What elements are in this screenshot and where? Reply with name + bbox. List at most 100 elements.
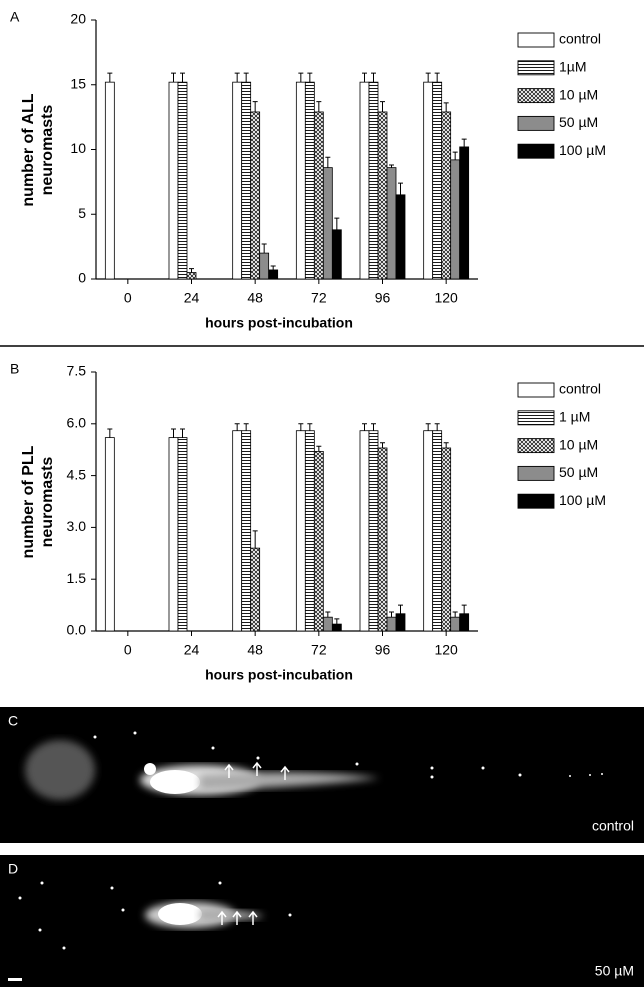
bar — [450, 159, 461, 280]
x-tick-label: 72 — [311, 290, 327, 306]
bar — [423, 430, 434, 632]
bar — [241, 81, 252, 280]
error-bar — [371, 423, 376, 431]
x-tick-label: 48 — [247, 290, 263, 306]
panel-label: B — [10, 361, 19, 377]
panel-label: A — [10, 9, 20, 25]
bar — [459, 613, 470, 632]
error-bar — [107, 428, 113, 438]
bar — [441, 447, 452, 632]
x-tick-label: 48 — [247, 642, 263, 658]
legend-swatch — [517, 438, 555, 454]
bar — [295, 81, 306, 280]
legend-swatch — [517, 143, 555, 159]
y-tick-label: 0.0 — [67, 622, 87, 638]
bar — [177, 81, 188, 280]
bar — [395, 194, 406, 280]
legend-label: 100 µM — [559, 492, 606, 508]
bar — [322, 167, 333, 280]
bar — [322, 616, 333, 632]
bar — [259, 252, 270, 280]
x-tick-label: 24 — [184, 290, 200, 306]
error-bar — [434, 423, 440, 431]
error-bar — [234, 423, 240, 431]
bar — [377, 447, 388, 632]
error-bar — [252, 101, 258, 112]
bar — [304, 81, 315, 280]
legend-label: 10 µM — [559, 86, 598, 102]
bar — [386, 167, 397, 280]
error-bar — [389, 164, 394, 168]
x-tick-label: 120 — [434, 290, 458, 306]
x-tick-label: 0 — [124, 290, 132, 306]
error-bar — [380, 442, 385, 448]
error-bar — [380, 101, 385, 112]
error-bar — [243, 72, 249, 83]
error-bar — [234, 72, 240, 83]
bar — [331, 229, 342, 280]
bar — [459, 146, 470, 280]
error-bar — [452, 151, 458, 160]
legend-label: 100 µM — [559, 142, 606, 158]
legend-label: 50 µM — [559, 464, 598, 480]
error-bar — [261, 243, 267, 254]
y-tick-label: 5 — [78, 205, 86, 221]
bar — [423, 81, 434, 280]
error-bar — [307, 72, 313, 83]
error-bar — [461, 604, 467, 614]
error-bar — [325, 156, 331, 168]
legend-swatch — [517, 115, 555, 131]
legend-swatch — [517, 382, 555, 398]
bar — [186, 272, 197, 280]
legend-label: control — [559, 31, 601, 47]
y-axis-label: number of ALL neuromasts — [20, 92, 56, 207]
error-bar — [398, 604, 403, 614]
bar — [250, 547, 261, 632]
legend-swatch — [517, 60, 555, 76]
y-tick-label: 20 — [70, 11, 86, 27]
legend-label: control — [559, 381, 601, 397]
bar — [432, 81, 443, 280]
y-tick-label: 10 — [70, 140, 86, 156]
y-tick-label: 3.0 — [67, 518, 87, 534]
x-axis-label: hours post-incubation — [205, 315, 353, 331]
bar — [104, 437, 115, 632]
error-bar — [461, 138, 467, 147]
legend-swatch — [517, 493, 555, 509]
error-bar — [107, 72, 113, 83]
error-bar — [316, 101, 322, 112]
bar — [313, 111, 324, 280]
x-tick-label: 0 — [124, 642, 132, 658]
y-tick-label: 15 — [70, 75, 86, 91]
x-axis-label: hours post-incubation — [205, 667, 353, 683]
error-bar — [325, 611, 331, 618]
image-d: D 50 µM — [0, 855, 644, 987]
legend-label: 1 µM — [559, 409, 590, 425]
bar — [232, 81, 243, 280]
error-bar — [316, 445, 322, 452]
legend-label: 50 µM — [559, 114, 598, 130]
bar — [386, 616, 397, 632]
x-tick-label: 72 — [311, 642, 327, 658]
error-bar — [434, 72, 440, 83]
bar — [168, 81, 179, 280]
legend-label: 10 µM — [559, 436, 598, 452]
image-caption: control — [592, 818, 634, 834]
y-tick-label: 1.5 — [67, 570, 87, 586]
bar — [232, 430, 243, 632]
legend-swatch — [517, 32, 555, 48]
bar — [295, 430, 306, 632]
legend-swatch — [517, 88, 555, 104]
error-bar — [252, 530, 258, 549]
error-bar — [298, 423, 304, 431]
bar — [441, 111, 452, 280]
legend-swatch — [517, 410, 555, 426]
legend-swatch — [517, 465, 555, 481]
bar — [359, 430, 370, 632]
legend-label: 1µM — [559, 59, 587, 75]
error-bar — [452, 611, 458, 618]
y-axis-label: number of PLL neuromasts — [20, 445, 56, 558]
bar — [304, 430, 315, 632]
bar — [359, 81, 370, 280]
